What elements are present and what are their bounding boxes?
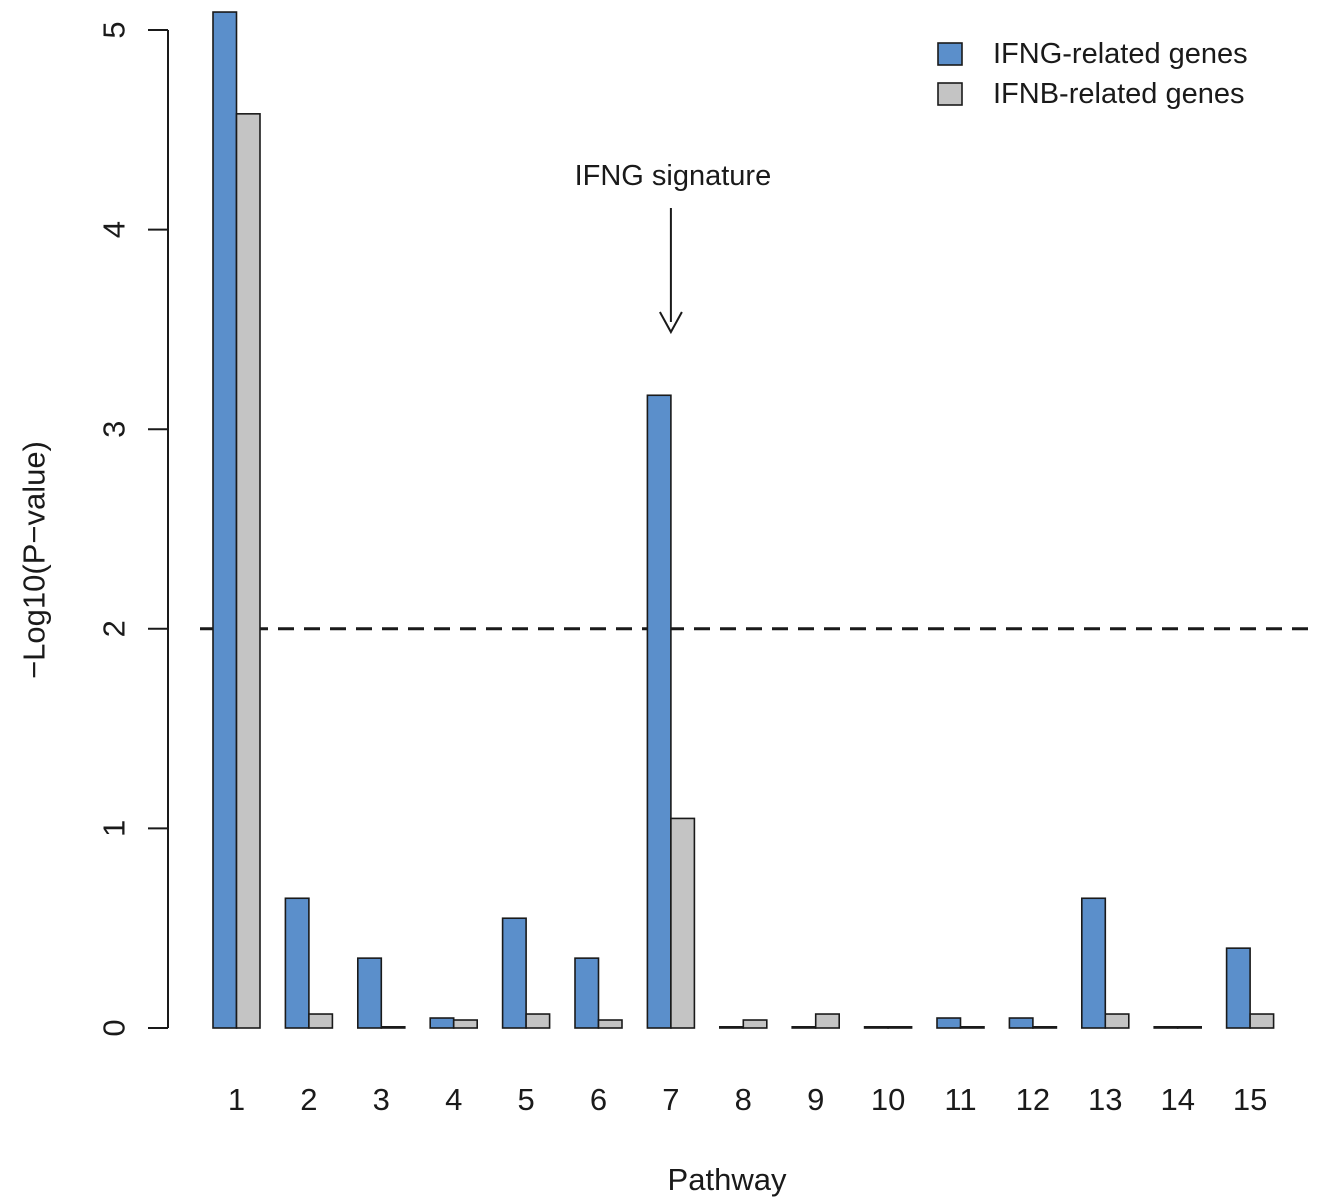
bar-series2-pathway-13 xyxy=(1104,1013,1130,1029)
x-tick-label: 11 xyxy=(944,1082,976,1117)
x-tick-label: 5 xyxy=(517,1082,534,1117)
x-tick-label: 1 xyxy=(228,1082,245,1117)
x-tick-label: 8 xyxy=(735,1082,752,1117)
legend: IFNG-related genes IFNB-related genes xyxy=(937,38,1248,110)
x-tick-label: 2 xyxy=(300,1082,317,1117)
bar-series1-pathway-8 xyxy=(718,1026,745,1029)
bar-series1-pathway-7 xyxy=(646,394,672,1029)
x-tick-label: 7 xyxy=(662,1082,679,1117)
legend-swatch-series1 xyxy=(937,42,963,66)
bar-series1-pathway-2 xyxy=(284,897,310,1029)
x-tick-label: 14 xyxy=(1160,1082,1194,1117)
legend-swatch-series2 xyxy=(937,82,963,106)
y-tick-label: 5 xyxy=(97,21,132,38)
bar-series1-pathway-3 xyxy=(356,957,383,1029)
bar-series2-pathway-4 xyxy=(452,1019,479,1029)
bar-series2-pathway-7 xyxy=(670,817,696,1029)
y-tick-label: 3 xyxy=(97,421,132,438)
x-tick-label: 10 xyxy=(871,1082,905,1117)
bar-series2-pathway-5 xyxy=(525,1013,551,1029)
legend-label-series2: IFNB-related genes xyxy=(993,78,1244,110)
x-tick-label: 15 xyxy=(1233,1082,1267,1117)
bar-series1-pathway-10 xyxy=(863,1026,889,1029)
bar-series2-pathway-15 xyxy=(1249,1013,1275,1029)
bar-series1-pathway-13 xyxy=(1081,897,1107,1029)
bar-series1-pathway-6 xyxy=(574,957,600,1029)
bar-series2-pathway-8 xyxy=(742,1019,768,1029)
x-tick-label: 4 xyxy=(445,1082,462,1117)
legend-label-series1: IFNG-related genes xyxy=(993,38,1248,70)
bar-series2-pathway-6 xyxy=(597,1019,623,1029)
y-tick-label: 2 xyxy=(97,620,132,637)
y-tick-label: 0 xyxy=(97,1019,132,1036)
annotation: IFNG signature xyxy=(575,160,772,335)
x-tick-label: 12 xyxy=(1016,1082,1050,1117)
bar-series2-pathway-9 xyxy=(814,1013,841,1029)
y-axis: 0 1 2 3 4 5 xyxy=(97,21,169,1037)
y-axis-title: −Log10(P−value) xyxy=(17,441,52,679)
bar-series1-pathway-14 xyxy=(1153,1026,1179,1029)
bar-series2-pathway-12 xyxy=(1032,1026,1058,1029)
y-tick-label: 1 xyxy=(97,820,132,837)
bar-series1-pathway-5 xyxy=(501,917,527,1029)
bar-series1-pathway-9 xyxy=(791,1026,817,1029)
bar-series2-pathway-1 xyxy=(235,113,261,1029)
x-tick-label: 3 xyxy=(373,1082,390,1117)
y-tick-label: 4 xyxy=(97,221,132,238)
bar-series1-pathway-15 xyxy=(1225,947,1251,1029)
x-axis-tick-labels: 1 2 3 4 5 6 7 8 9 10 11 12 13 14 15 xyxy=(228,1082,1267,1117)
bar-series2-pathway-10 xyxy=(887,1026,913,1029)
annotation-arrowhead xyxy=(659,311,683,335)
annotation-label: IFNG signature xyxy=(575,160,772,192)
bar-series1-pathway-1 xyxy=(212,11,238,1029)
bar-series2-pathway-11 xyxy=(959,1026,985,1029)
x-axis-title: Pathway xyxy=(668,1162,787,1197)
bar-series2-pathway-2 xyxy=(308,1013,334,1029)
bar-series1-pathway-11 xyxy=(936,1017,962,1029)
bar-series1-pathway-4 xyxy=(429,1017,455,1029)
x-tick-label: 6 xyxy=(590,1082,607,1117)
x-tick-label: 9 xyxy=(807,1082,824,1117)
bar-series2-pathway-3 xyxy=(380,1026,406,1029)
x-tick-label: 13 xyxy=(1088,1082,1122,1117)
bar-series2-pathway-14 xyxy=(1176,1026,1202,1029)
bars xyxy=(212,11,1275,1029)
bar-series1-pathway-12 xyxy=(1008,1017,1034,1029)
